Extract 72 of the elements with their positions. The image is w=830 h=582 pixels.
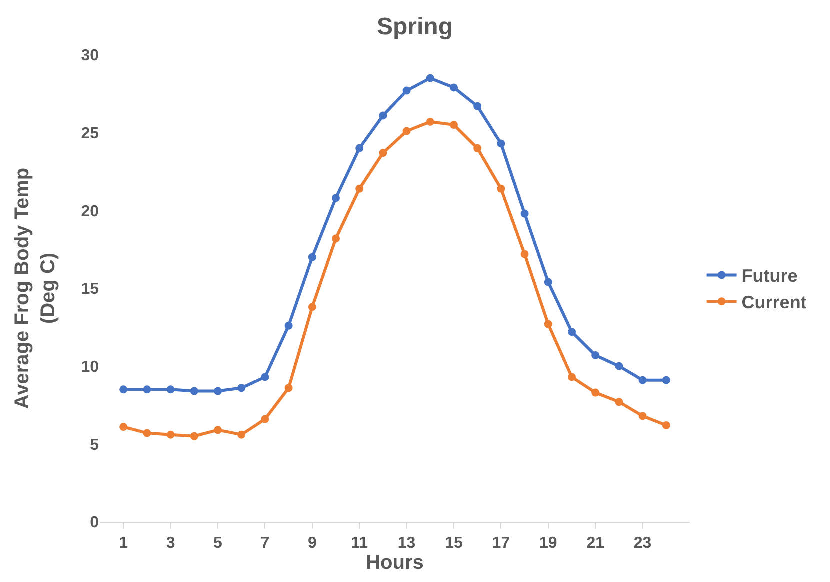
x-tick-label: 13 [398, 535, 416, 552]
point [284, 322, 293, 330]
y-tick-label: 10 [81, 358, 100, 376]
point [497, 184, 506, 193]
point [544, 320, 552, 328]
point [120, 423, 128, 432]
point [284, 384, 293, 392]
point [426, 74, 434, 82]
x-axis-title: Hours [366, 552, 424, 574]
point [238, 430, 246, 439]
point [214, 426, 222, 434]
point [638, 412, 647, 420]
y-tick-label: 30 [81, 48, 100, 65]
x-tick-label: 5 [214, 535, 223, 552]
point [120, 386, 128, 394]
point [450, 121, 458, 130]
point [662, 376, 670, 384]
point [190, 432, 198, 440]
point [426, 118, 434, 126]
point [379, 149, 388, 158]
point [497, 140, 506, 148]
point [332, 194, 340, 202]
point [592, 388, 600, 397]
point [238, 384, 246, 392]
point [308, 303, 316, 312]
point [402, 86, 411, 95]
x-tick-label: 17 [492, 535, 510, 552]
point [568, 373, 576, 382]
y-tick-label: 15 [81, 281, 100, 298]
point [308, 253, 316, 262]
point [592, 351, 600, 360]
point [214, 387, 222, 396]
x-tick-label: 7 [260, 535, 270, 552]
point [356, 144, 364, 152]
point [615, 398, 624, 406]
point [332, 234, 340, 243]
point [402, 127, 411, 136]
point [261, 415, 270, 424]
point [474, 144, 482, 152]
point [662, 421, 670, 430]
point [520, 250, 529, 258]
point [450, 84, 458, 92]
legend-label: Current [742, 292, 807, 313]
chart-title: Spring [377, 13, 453, 40]
y-tick-label: 25 [81, 125, 100, 142]
y-tick-label: 5 [90, 436, 100, 454]
y-tick-label: 0 [90, 514, 100, 532]
x-tick-label: 15 [445, 535, 463, 552]
x-tick-label: 21 [586, 535, 605, 552]
point [166, 386, 175, 394]
point [356, 184, 364, 193]
point [261, 373, 270, 382]
point [143, 386, 152, 394]
point [166, 430, 175, 439]
legend-label: Future [742, 266, 798, 286]
x-tick-label: 9 [308, 535, 317, 552]
y-tick-label: 20 [81, 203, 100, 220]
x-tick-label: 11 [351, 535, 368, 552]
point [638, 376, 647, 384]
x-tick-label: 1 [119, 535, 128, 552]
point [520, 210, 529, 218]
x-tick-label: 19 [540, 535, 558, 552]
point [190, 387, 198, 396]
point [474, 102, 482, 110]
point [568, 328, 576, 336]
y-axis-title: Average Frog Body Temp (Deg C) [12, 168, 60, 410]
point [615, 362, 624, 370]
point [544, 278, 552, 286]
point [143, 429, 152, 438]
x-tick-label: 3 [166, 535, 176, 552]
x-tick-label: 23 [634, 535, 652, 552]
point [379, 112, 388, 120]
